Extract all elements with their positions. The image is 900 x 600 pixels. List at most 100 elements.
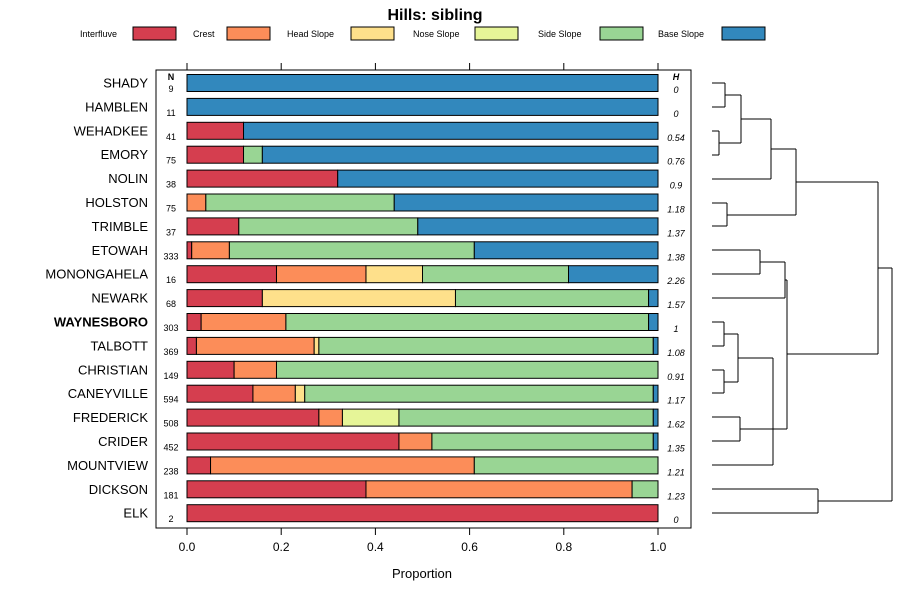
x-tick-label: 0.6: [461, 540, 478, 554]
dendrogram-branch: [712, 130, 720, 156]
x-tick-label: 0.4: [367, 540, 384, 554]
h-value: 0: [673, 515, 678, 525]
h-value: 2.26: [666, 276, 685, 286]
bar-segment: [473, 241, 659, 260]
n-value: 452: [163, 443, 178, 453]
bar-segment: [228, 241, 475, 260]
dendrogram-branch: [712, 119, 796, 180]
bar-segment: [186, 265, 277, 284]
n-value: 16: [166, 275, 176, 285]
bar-segment: [186, 289, 263, 308]
dendrogram-branch: [712, 488, 819, 514]
legend-swatch: [599, 26, 644, 41]
h-value: 1.21: [667, 467, 685, 477]
h-value: 1.17: [667, 396, 686, 406]
chart-title: Hills: sibling: [387, 7, 482, 24]
n-value: 68: [166, 299, 176, 309]
dendrogram-branch: [727, 149, 878, 216]
bar-segment: [652, 336, 659, 355]
legend-label: Head Slope: [287, 29, 334, 39]
n-value: 75: [166, 204, 176, 214]
bar-segment: [275, 360, 659, 379]
legend-label: Nose Slope: [413, 29, 460, 39]
soil-label: ETOWAH: [92, 243, 148, 258]
bar-segment: [422, 265, 570, 284]
bar-segment: [186, 432, 400, 451]
n-value: 38: [166, 180, 176, 190]
legend-label: Side Slope: [538, 29, 582, 39]
h-value: 0.76: [667, 157, 685, 167]
h-column-header: H: [673, 72, 680, 82]
bar-segment: [186, 97, 659, 116]
bar-segment: [243, 145, 263, 164]
n-value: 508: [163, 419, 178, 429]
dendrogram-branch: [712, 321, 725, 347]
soil-label: DICKSON: [89, 482, 148, 497]
bar-segment: [238, 217, 419, 236]
n-value: 9: [168, 84, 173, 94]
bar-segment: [398, 432, 433, 451]
bar-segment: [186, 121, 245, 140]
bar-segment: [398, 408, 654, 427]
bar-segment: [186, 384, 254, 403]
bar-segment: [186, 74, 659, 92]
h-value: 1.35: [667, 444, 686, 454]
bar-segment: [454, 289, 650, 308]
bar-segment: [233, 360, 277, 379]
dendrogram-branch: [712, 202, 728, 227]
soil-label: MOUNTVIEW: [67, 458, 149, 473]
bar-segment: [365, 480, 633, 499]
soil-label: WEHADKEE: [74, 123, 149, 138]
dendrogram-branch: [786, 280, 878, 429]
h-value: 1: [673, 324, 678, 334]
h-value: 1.23: [667, 491, 685, 501]
bar-segment: [313, 336, 320, 355]
legend-swatch: [132, 26, 177, 41]
h-value: 0.54: [667, 133, 685, 143]
x-tick-label: 1.0: [650, 540, 667, 554]
dendrogram: [712, 82, 893, 514]
bar-segment: [195, 336, 315, 355]
bar-segment: [365, 265, 424, 284]
h-value: 1.62: [667, 420, 685, 430]
soil-label: HAMBLEN: [85, 99, 148, 114]
soil-label: MONONGAHELA: [45, 267, 148, 282]
dendrogram-branch: [724, 334, 773, 383]
bar-segment: [652, 432, 659, 451]
soil-label: ELK: [123, 506, 148, 521]
soil-label: CHRISTIAN: [78, 362, 148, 377]
soil-label: TALBOTT: [90, 338, 148, 353]
dendrogram-branch: [712, 369, 725, 394]
n-value: 2: [168, 514, 173, 524]
soil-label: TRIMBLE: [92, 219, 149, 234]
n-column-header: N: [168, 72, 175, 82]
x-tick-label: 0.8: [555, 540, 572, 554]
h-value: 1.57: [667, 300, 686, 310]
soil-label: FREDERICK: [73, 410, 148, 425]
n-value: 181: [163, 490, 178, 500]
plot-frame: [155, 69, 692, 529]
bar-segment: [186, 480, 367, 499]
legend-swatch: [474, 26, 519, 41]
bar-segment: [318, 336, 654, 355]
bar-segment: [186, 504, 659, 523]
soil-label: NOLIN: [108, 171, 148, 186]
bar-segment: [568, 265, 659, 284]
n-value: 594: [163, 395, 178, 405]
dendrogram-branch: [818, 268, 893, 502]
bar-segment: [431, 432, 654, 451]
n-value: 11: [166, 108, 175, 118]
bar-segment: [275, 265, 367, 284]
bar-segment: [393, 193, 659, 212]
bar-segment: [186, 145, 245, 164]
h-value: 0.91: [667, 372, 685, 382]
bar-segment: [652, 408, 659, 427]
n-value: 303: [163, 323, 178, 333]
n-value: 333: [163, 251, 178, 261]
bar-segment: [337, 169, 659, 188]
legend-label: Interfluve: [80, 29, 117, 39]
dendrogram-branch: [712, 416, 741, 442]
legend-swatch: [350, 26, 395, 41]
bar-segment: [200, 313, 287, 331]
bar-segment: [652, 384, 659, 403]
